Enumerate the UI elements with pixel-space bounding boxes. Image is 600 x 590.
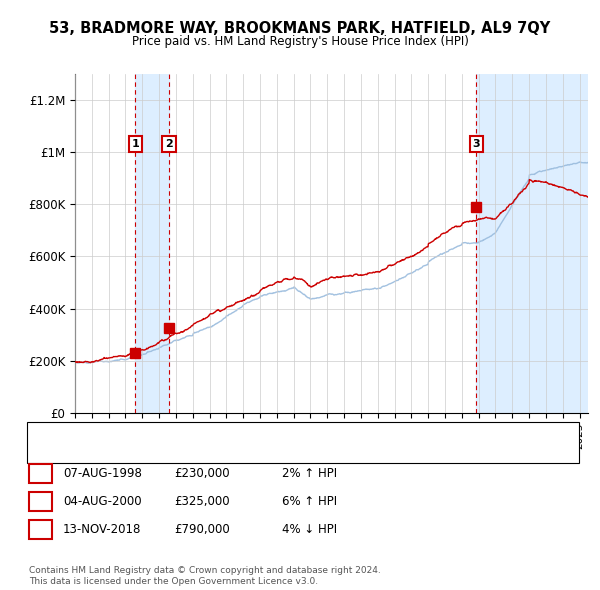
Text: 13-NOV-2018: 13-NOV-2018 (63, 523, 142, 536)
Text: 4% ↓ HPI: 4% ↓ HPI (282, 523, 337, 536)
Text: Price paid vs. HM Land Registry's House Price Index (HPI): Price paid vs. HM Land Registry's House … (131, 35, 469, 48)
Text: 07-AUG-1998: 07-AUG-1998 (63, 467, 142, 480)
Text: 2: 2 (165, 139, 173, 149)
Text: £790,000: £790,000 (174, 523, 230, 536)
Text: HPI: Average price, detached house, Welwyn Hatfield: HPI: Average price, detached house, Welw… (87, 450, 347, 459)
Text: 53, BRADMORE WAY, BROOKMANS PARK, HATFIELD, AL9 7QY (detached house): 53, BRADMORE WAY, BROOKMANS PARK, HATFIE… (87, 423, 475, 432)
Text: 3: 3 (36, 523, 44, 536)
Text: 6% ↑ HPI: 6% ↑ HPI (282, 495, 337, 508)
Text: 1: 1 (131, 139, 139, 149)
Text: Contains HM Land Registry data © Crown copyright and database right 2024.
This d: Contains HM Land Registry data © Crown c… (29, 566, 380, 586)
Bar (476, 74, 588, 413)
Text: £230,000: £230,000 (174, 467, 230, 480)
Text: 53, BRADMORE WAY, BROOKMANS PARK, HATFIELD, AL9 7QY: 53, BRADMORE WAY, BROOKMANS PARK, HATFIE… (49, 21, 551, 35)
Text: £325,000: £325,000 (174, 495, 230, 508)
Text: 3: 3 (473, 139, 480, 149)
Bar (135, 74, 169, 413)
Text: 2: 2 (36, 495, 44, 508)
Text: 1: 1 (36, 467, 44, 480)
Text: 2% ↑ HPI: 2% ↑ HPI (282, 467, 337, 480)
Text: 04-AUG-2000: 04-AUG-2000 (63, 495, 142, 508)
